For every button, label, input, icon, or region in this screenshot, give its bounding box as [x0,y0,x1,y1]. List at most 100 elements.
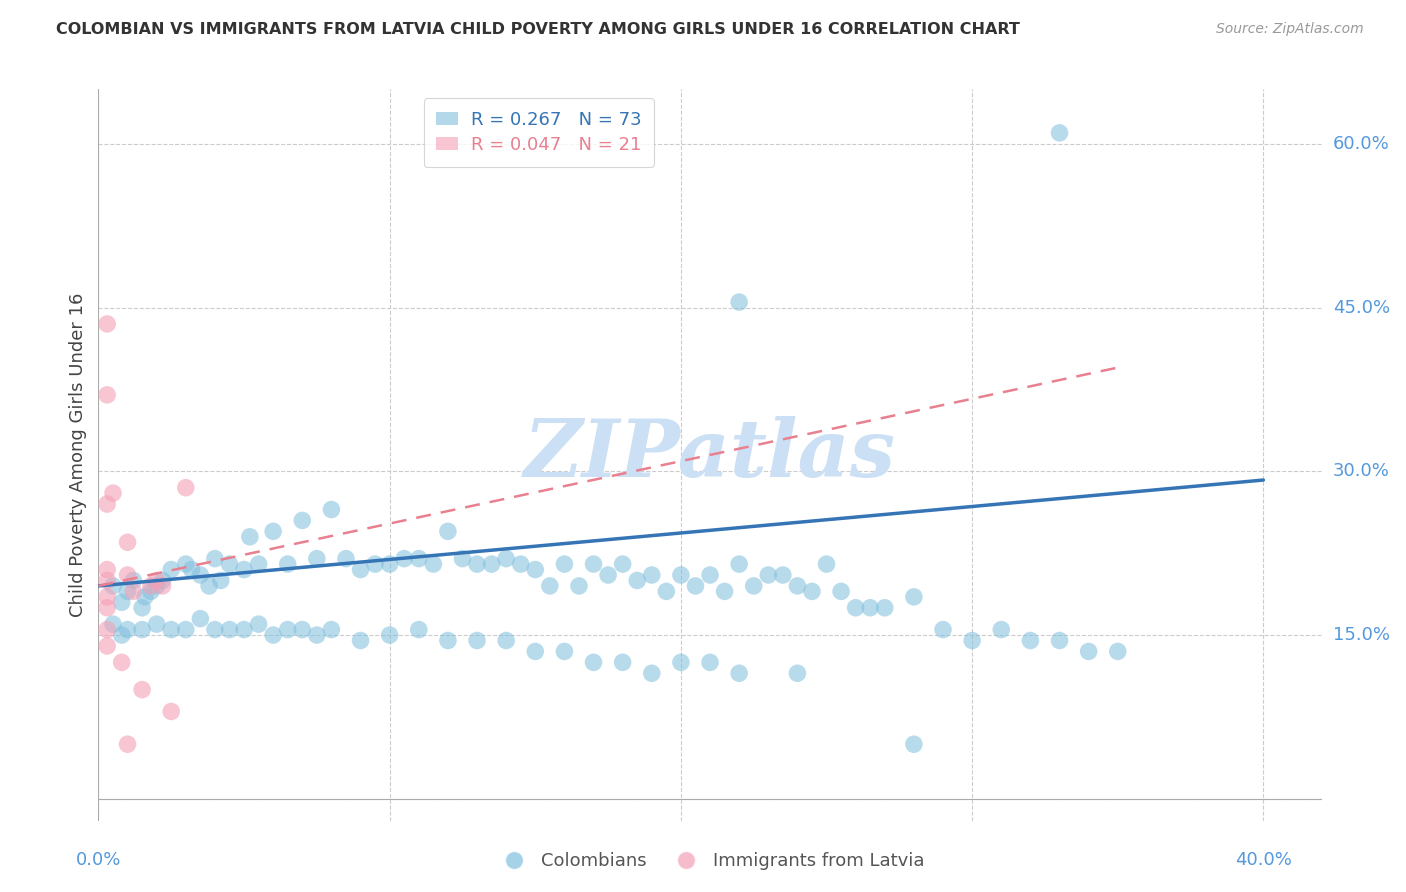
Point [204,551,226,566]
Legend: Colombians, Immigrants from Latvia: Colombians, Immigrants from Latvia [488,845,932,878]
Point [641,568,664,582]
Point [422,557,444,571]
Point [180,563,202,577]
Point [772,568,794,582]
Point [145,579,167,593]
Point [218,623,240,637]
Point [321,502,343,516]
Point [408,623,430,637]
Point [845,600,868,615]
Point [291,623,314,637]
Point [134,590,156,604]
Point [111,656,134,670]
Point [247,557,270,571]
Point [524,563,547,577]
Point [117,535,139,549]
Point [131,623,153,637]
Point [903,737,925,751]
Point [685,579,707,593]
Point [481,557,503,571]
Point [145,617,167,632]
Point [209,574,232,588]
Point [117,568,139,582]
Text: 30.0%: 30.0% [1333,462,1389,480]
Point [728,557,751,571]
Point [117,584,139,599]
Point [1107,644,1129,658]
Point [122,574,145,588]
Point [612,557,634,571]
Point [903,590,925,604]
Point [801,584,824,599]
Text: ZIPatlas: ZIPatlas [524,417,896,493]
Point [96,590,118,604]
Y-axis label: Child Poverty Among Girls Under 16: Child Poverty Among Girls Under 16 [69,293,87,617]
Point [437,633,460,648]
Point [111,628,134,642]
Text: 45.0%: 45.0% [1333,299,1391,317]
Point [160,623,183,637]
Point [669,656,692,670]
Point [277,623,299,637]
Point [524,644,547,658]
Point [932,623,955,637]
Point [582,656,605,670]
Point [174,557,197,571]
Point [655,584,678,599]
Point [699,568,721,582]
Point [495,633,517,648]
Point [553,644,575,658]
Point [131,682,153,697]
Point [247,617,270,632]
Point [641,666,664,681]
Point [756,568,779,582]
Text: COLOMBIAN VS IMMIGRANTS FROM LATVIA CHILD POVERTY AMONG GIRLS UNDER 16 CORRELATI: COLOMBIAN VS IMMIGRANTS FROM LATVIA CHIL… [56,22,1021,37]
Point [233,563,256,577]
Text: 40.0%: 40.0% [1234,851,1292,869]
Point [553,557,575,571]
Point [582,557,605,571]
Point [174,623,197,637]
Point [568,579,591,593]
Point [218,557,240,571]
Text: 60.0%: 60.0% [1333,135,1389,153]
Point [349,633,371,648]
Point [96,639,118,653]
Point [612,656,634,670]
Point [96,388,118,402]
Point [378,628,401,642]
Point [111,595,134,609]
Point [859,600,882,615]
Point [1049,633,1071,648]
Point [509,557,531,571]
Point [815,557,838,571]
Point [131,600,153,615]
Point [465,633,488,648]
Point [117,623,139,637]
Point [291,513,314,527]
Point [96,574,118,588]
Point [262,628,284,642]
Point [101,486,124,500]
Point [364,557,387,571]
Point [742,579,765,593]
Point [96,600,118,615]
Point [122,584,145,599]
Point [277,557,299,571]
Point [465,557,488,571]
Point [349,563,371,577]
Point [786,579,808,593]
Point [596,568,619,582]
Point [305,628,328,642]
Point [145,574,167,588]
Point [96,317,118,331]
Point [152,574,174,588]
Point [728,666,751,681]
Point [873,600,896,615]
Point [101,617,124,632]
Point [378,557,401,571]
Point [174,481,197,495]
Point [335,551,357,566]
Point [262,524,284,539]
Point [305,551,328,566]
